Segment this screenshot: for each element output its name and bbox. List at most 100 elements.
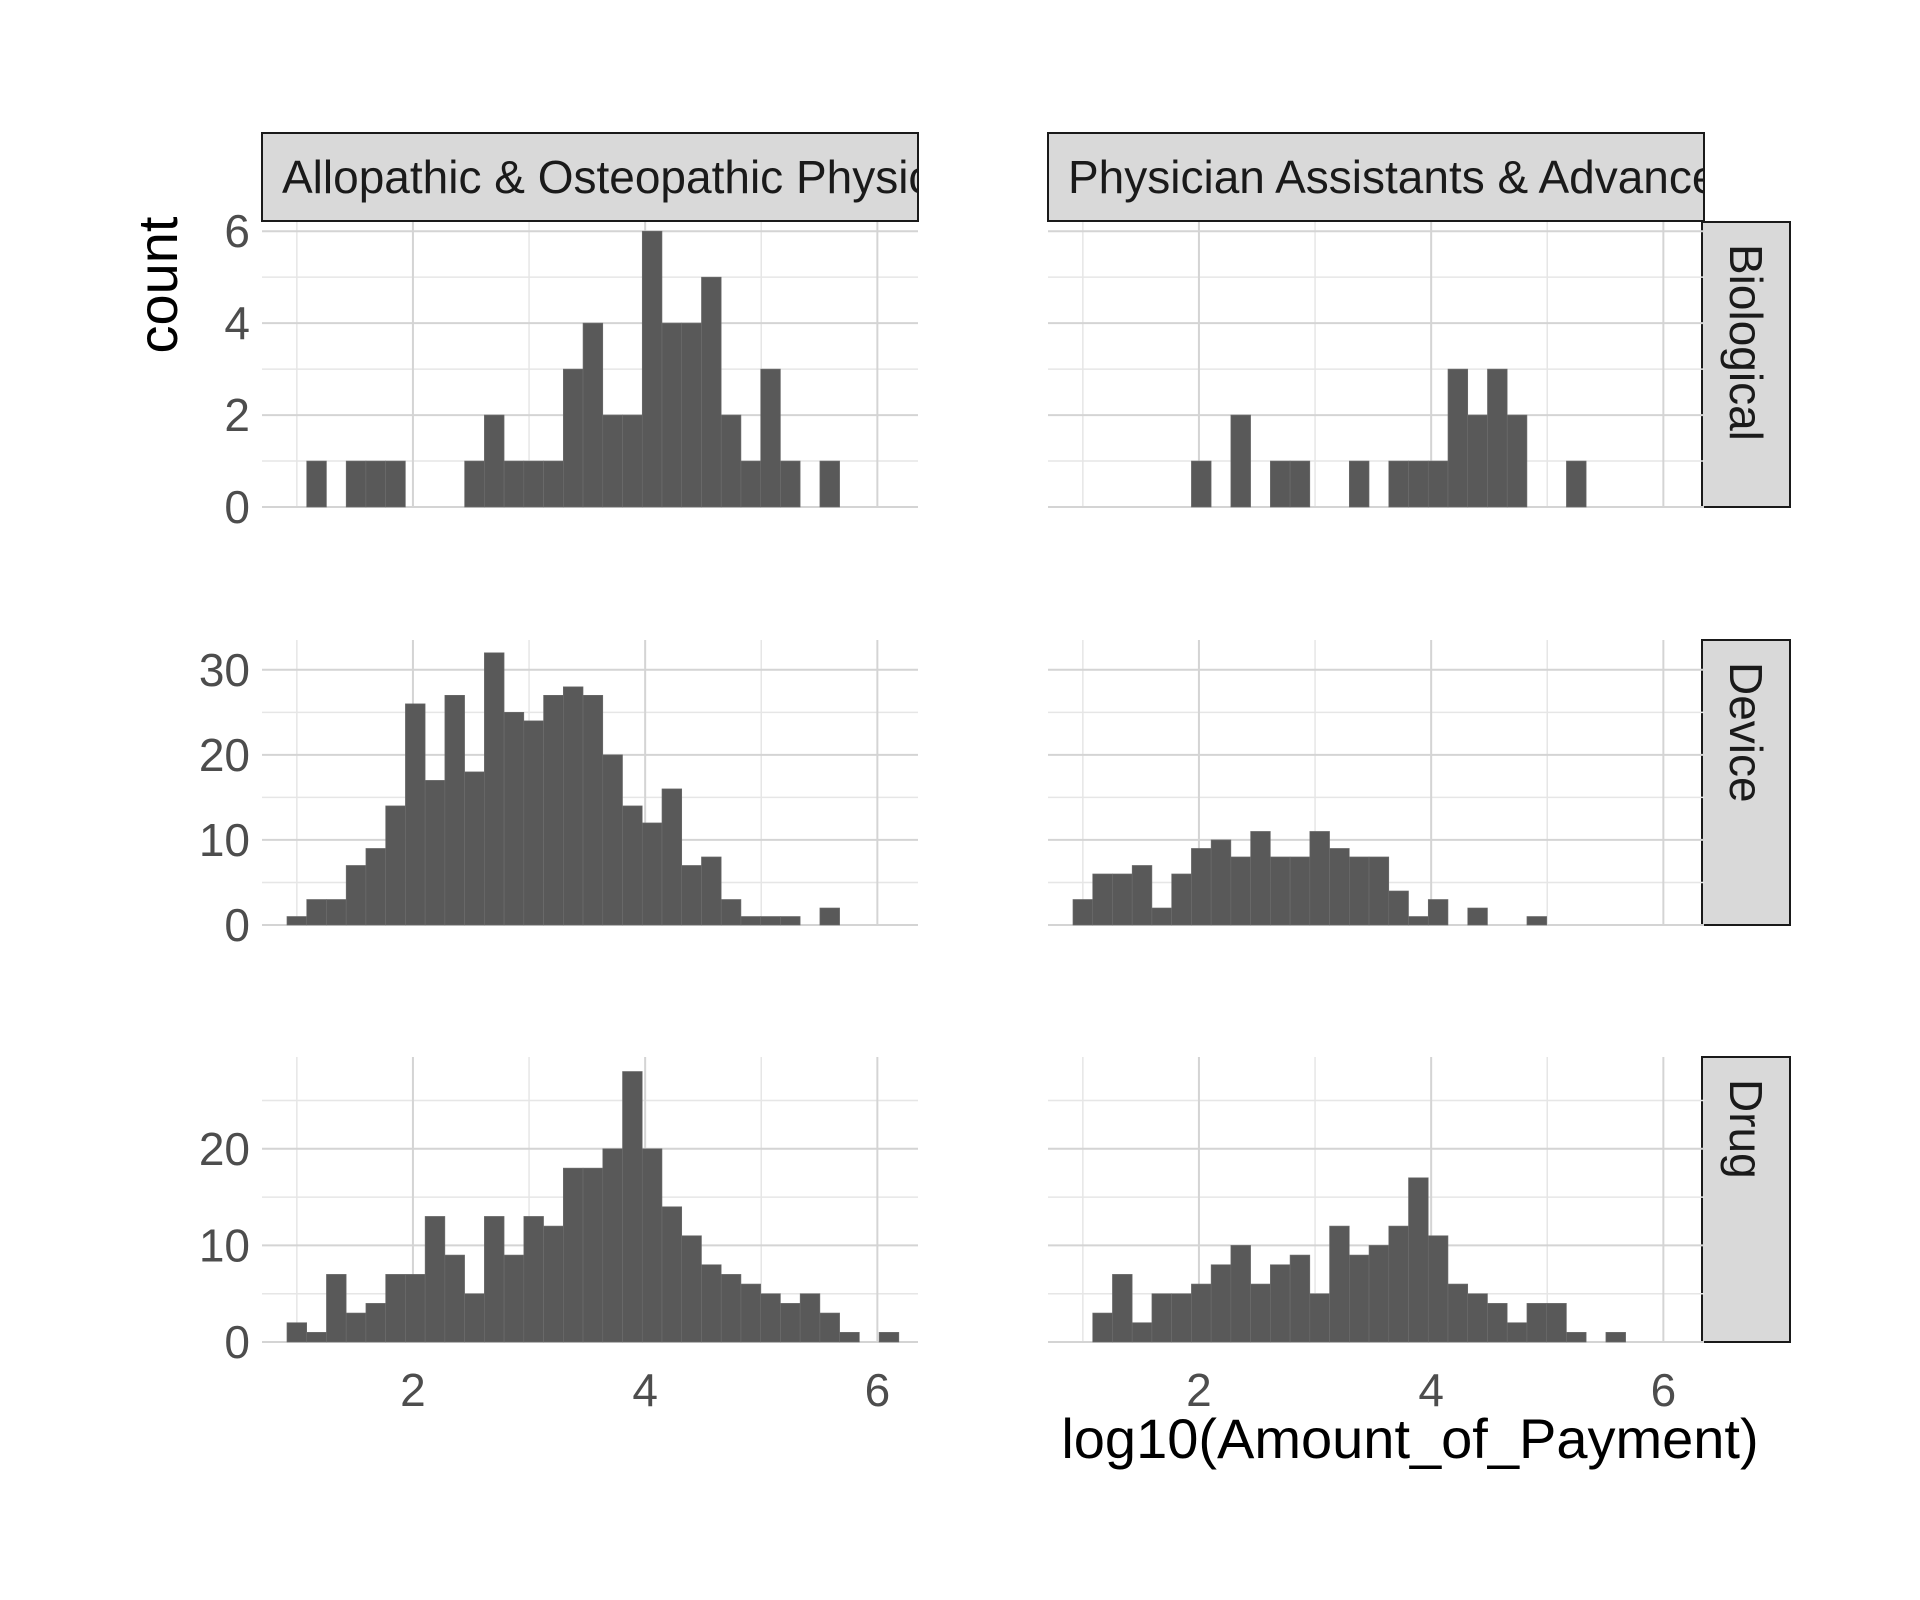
y-axis-title: count [126,216,189,353]
histogram-bar [1309,831,1330,926]
histogram-bar [503,712,525,926]
y-tick-label: 10 [199,814,250,866]
histogram-bar [1506,414,1528,508]
histogram-bar [385,460,406,508]
histogram-bar [740,460,761,508]
histogram-bar [641,230,663,508]
y-tick-label: 0 [224,1316,250,1368]
histogram-bar [1467,907,1488,926]
row-strip: Drug [1701,1056,1791,1343]
y-tick-label: 0 [224,481,250,533]
histogram-bar [1368,1245,1390,1343]
histogram-bar [1270,460,1291,508]
histogram-bar [345,460,367,508]
histogram-bar [1526,916,1547,926]
histogram-bar [484,1216,505,1343]
histogram-bar [1072,899,1094,926]
histogram-bar [1329,1225,1350,1343]
histogram-bar [622,414,643,508]
x-tick-label: 6 [1651,1364,1677,1416]
histogram-bar [484,652,505,926]
panel: 0 10 20 2 4 6 [199,1057,918,1416]
panel: 0 10 20 30 [199,640,918,951]
histogram-bar [819,907,840,926]
histogram-bar [1427,1235,1449,1343]
histogram-bar [780,1303,801,1343]
histogram-bar [1487,368,1508,508]
histogram-bar [780,916,801,926]
histogram-bar [345,865,367,926]
row-strip-label: Biological [1720,244,1772,441]
histogram-bar [1230,856,1251,926]
histogram-bar [1289,1254,1311,1343]
histogram-bar [523,720,544,926]
y-tick-label: 6 [224,205,250,257]
histogram-bar [799,1293,821,1343]
histogram-bar [1427,460,1449,508]
histogram-bar [1191,460,1212,508]
histogram-bar [602,1148,623,1343]
panel [1048,222,1704,508]
x-tick-label: 2 [400,1364,426,1416]
column-strip-box [261,132,919,222]
y-tick-label: 2 [224,389,250,441]
histogram-bar [701,1264,722,1343]
histogram-bar [622,805,643,926]
histogram-bar [405,703,426,926]
histogram-bar [1368,856,1390,926]
histogram-bar [1447,1283,1469,1343]
histogram-bar [720,899,742,926]
histogram-bar [365,460,386,508]
histogram-bar [464,771,485,926]
y-tick-label: 30 [199,644,250,696]
histogram-bar [464,460,485,508]
column-strip-label: Physician Assistants & Advanced [1068,151,1743,203]
histogram-bar [385,1274,406,1343]
histogram-bar [681,865,702,926]
histogram-bar [464,1293,485,1343]
panels: Allopathic & Osteopathic Physicia Physici… [199,132,1791,1416]
histogram-bar [878,1332,900,1343]
histogram-bar [1388,890,1409,926]
histogram-bar [1506,1322,1528,1343]
row-strip: Biological [1701,221,1791,508]
column-strip: Allopathic & Osteopathic Physicia [261,132,919,222]
histogram-bar [1092,1312,1113,1343]
histogram-bar [286,1322,308,1343]
histogram-bar [720,414,742,508]
histogram-bar [1566,460,1587,508]
histogram-bar [1270,856,1291,926]
x-axis-title: log10(Amount_of_Payment) [1061,1407,1758,1470]
row-strip-box [1701,221,1791,508]
histogram-bar [543,1225,564,1343]
y-tick-label: 20 [199,1123,250,1175]
histogram-bar [661,788,683,926]
histogram-bar [602,414,623,508]
histogram-bar [740,916,761,926]
histogram-bar [1289,856,1311,926]
histogram-bar [1309,1293,1330,1343]
histogram-bar [681,322,702,508]
y-tick-label: 0 [224,899,250,951]
y-tick-label: 10 [199,1219,250,1271]
panel [1048,640,1704,926]
histogram-bar [1408,916,1429,926]
histogram-bar [1388,1225,1409,1343]
histogram-bar [306,899,327,926]
histogram-bar [1546,1303,1567,1343]
histogram-bar [484,414,505,508]
histogram-bar [503,460,525,508]
histogram-bar [1487,1303,1508,1343]
histogram-bar [523,460,544,508]
histogram-bar [1348,460,1370,508]
x-tick-label: 4 [1418,1364,1444,1416]
histogram-bar [543,460,564,508]
column-strip: Physician Assistants & Advanced [1047,132,1743,222]
histogram-bar [503,1254,525,1343]
row-strip-box [1701,639,1791,926]
histogram-bar [1151,1293,1172,1343]
histogram-bar [562,1167,584,1343]
histogram-bar [1447,368,1469,508]
histogram-bar [760,916,781,926]
